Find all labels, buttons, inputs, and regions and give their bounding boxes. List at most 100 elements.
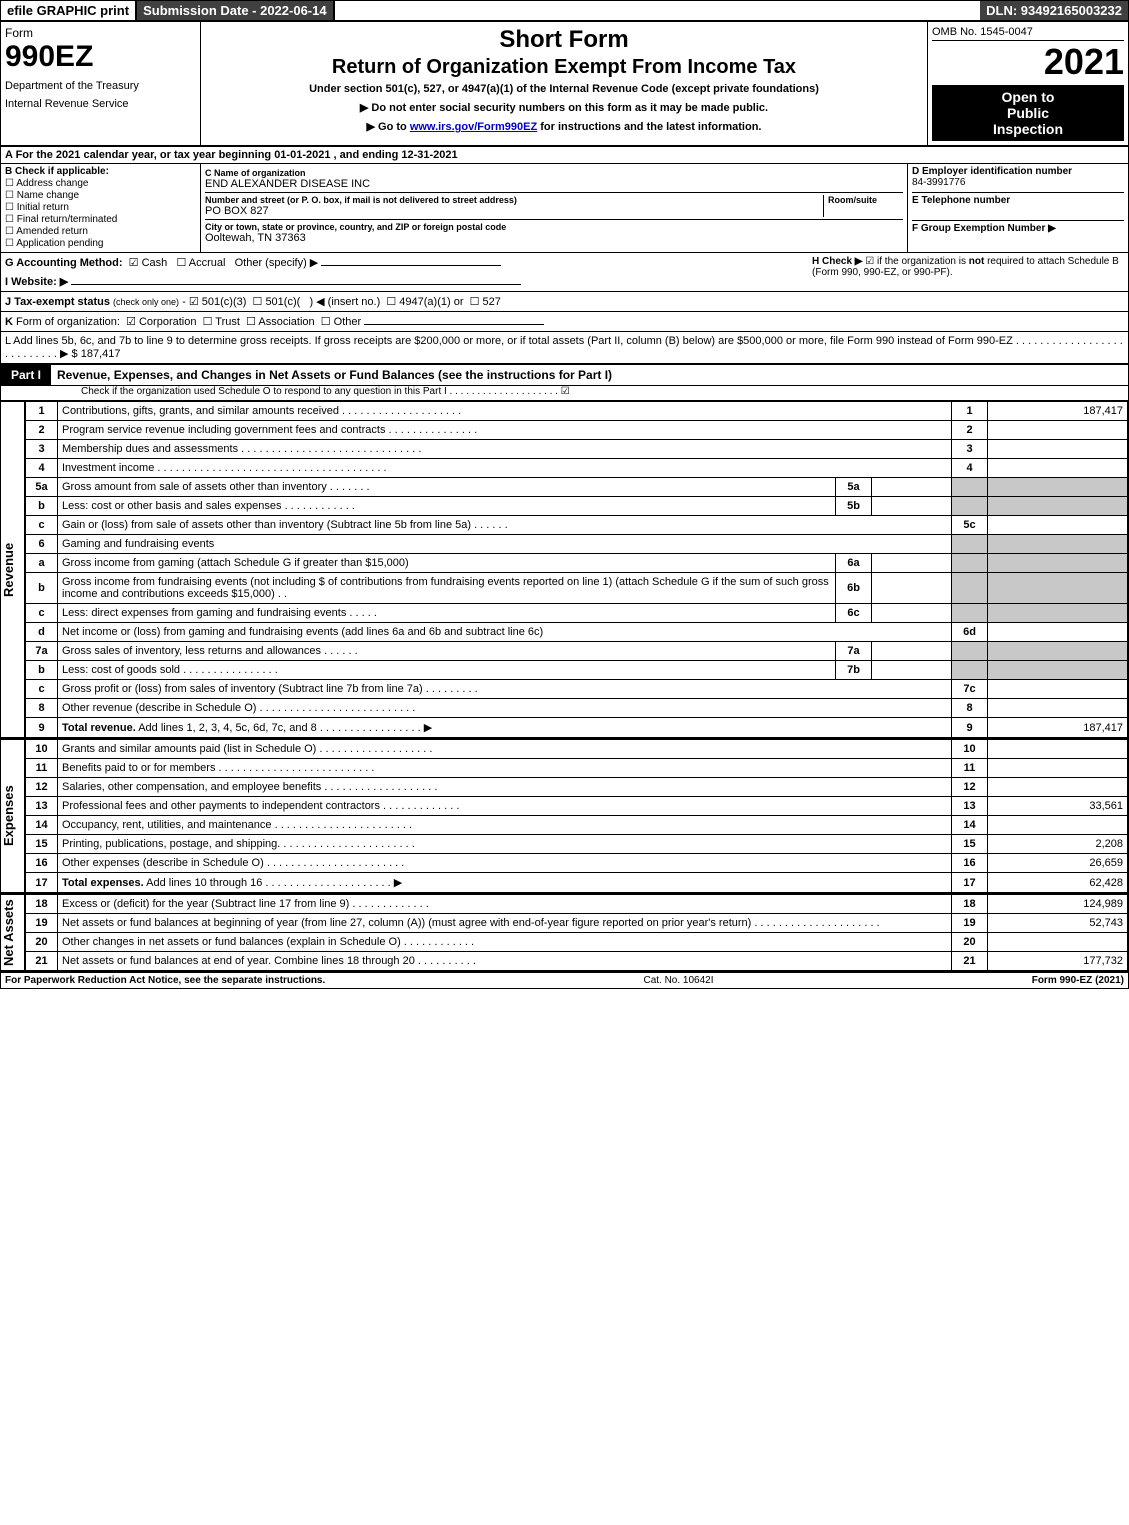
line-description: Other revenue (describe in Schedule O) .…	[58, 699, 952, 718]
check-address-change[interactable]: Address change	[5, 178, 196, 189]
form-990ez-page: efile GRAPHIC print Submission Date - 20…	[0, 0, 1129, 989]
j-501c-check[interactable]	[253, 296, 266, 308]
omb-number: OMB No. 1545-0047	[932, 26, 1124, 41]
netassets-table: 18Excess or (deficit) for the year (Subt…	[25, 894, 1128, 971]
table-row: 1Contributions, gifts, grants, and simil…	[26, 402, 1128, 421]
table-row: cGain or (loss) from sale of assets othe…	[26, 516, 1128, 535]
irs-form-link[interactable]: www.irs.gov/Form990EZ	[410, 121, 537, 133]
irs-link-line: ▶ Go to www.irs.gov/Form990EZ for instru…	[205, 120, 923, 133]
subline-label: 6b	[836, 573, 872, 604]
top-bar: efile GRAPHIC print Submission Date - 20…	[1, 1, 1128, 22]
line-amount	[988, 535, 1128, 554]
h-checkbox[interactable]	[865, 256, 877, 267]
g-accrual: Accrual	[189, 257, 226, 269]
subline-label: 7b	[836, 661, 872, 680]
subline-label: 5b	[836, 497, 872, 516]
right-linenum: 6d	[952, 623, 988, 642]
line-number: 14	[26, 816, 58, 835]
right-linenum: 14	[952, 816, 988, 835]
footer-form-word: Form	[1032, 975, 1060, 986]
d-ein-value: 84-3991776	[912, 177, 1124, 188]
city-label: City or town, state or province, country…	[205, 222, 903, 232]
line-number: 4	[26, 459, 58, 478]
line-amount	[988, 440, 1128, 459]
right-linenum: 11	[952, 759, 988, 778]
j-4947-check[interactable]	[386, 296, 399, 308]
j-501c3-check[interactable]	[189, 296, 202, 308]
subline-label: 6a	[836, 554, 872, 573]
row-l-gross-receipts: L Add lines 5b, 6c, and 7b to line 9 to …	[1, 332, 1128, 364]
b-header: B Check if applicable:	[5, 166, 196, 177]
k-other-check[interactable]	[321, 316, 334, 328]
table-row: bGross income from fundraising events (n…	[26, 573, 1128, 604]
line-amount: 62,428	[988, 873, 1128, 893]
line-amount	[988, 740, 1128, 759]
right-linenum: 19	[952, 914, 988, 933]
line-description: Grants and similar amounts paid (list in…	[58, 740, 952, 759]
table-row: 5aGross amount from sale of assets other…	[26, 478, 1128, 497]
check-name-change[interactable]: Name change	[5, 190, 196, 201]
k-trust-check[interactable]	[203, 316, 216, 328]
check-initial-return[interactable]: Initial return	[5, 202, 196, 213]
j-527-check[interactable]	[470, 296, 483, 308]
right-linenum	[952, 604, 988, 623]
table-row: 16Other expenses (describe in Schedule O…	[26, 854, 1128, 873]
right-linenum: 7c	[952, 680, 988, 699]
check-final-return[interactable]: Final return/terminated	[5, 214, 196, 225]
right-linenum: 2	[952, 421, 988, 440]
subline-value	[872, 573, 952, 604]
line-description: Benefits paid to or for members . . . . …	[58, 759, 952, 778]
efile-print-label[interactable]: efile GRAPHIC print	[1, 1, 137, 20]
netassets-vlabel: Net Assets	[1, 894, 25, 971]
footer-formref: Form 990-EZ (2021)	[1032, 975, 1124, 986]
d-ein-label: D Employer identification number	[912, 166, 1124, 177]
line-amount	[988, 699, 1128, 718]
line-number: 19	[26, 914, 58, 933]
line-description: Net income or (loss) from gaming and fun…	[58, 623, 952, 642]
line-number: b	[26, 661, 58, 680]
line-amount	[988, 759, 1128, 778]
website-input[interactable]	[71, 284, 521, 285]
right-linenum: 10	[952, 740, 988, 759]
line-description: Gross profit or (loss) from sales of inv…	[58, 680, 952, 699]
org-name: END ALEXANDER DISEASE INC	[205, 178, 903, 190]
line-amount	[988, 516, 1128, 535]
form-number: 990EZ	[5, 40, 196, 74]
g-other-input[interactable]	[321, 265, 501, 266]
check-application-pending[interactable]: Application pending	[5, 238, 196, 249]
line-description: Other changes in net assets or fund bala…	[58, 933, 952, 952]
right-linenum	[952, 535, 988, 554]
line-number: 7a	[26, 642, 58, 661]
line-description: Less: cost of goods sold . . . . . . . .…	[58, 661, 836, 680]
c-label: C Name of organization	[205, 168, 903, 178]
table-row: bLess: cost of goods sold . . . . . . . …	[26, 661, 1128, 680]
line-amount	[988, 642, 1128, 661]
k-assoc-check[interactable]	[246, 316, 258, 328]
line-number: 9	[26, 718, 58, 738]
g-label: G Accounting Method:	[5, 257, 123, 269]
right-linenum	[952, 497, 988, 516]
part-i-subtitle: Check if the organization used Schedule …	[1, 386, 1128, 401]
footer-form-year: (2021)	[1095, 975, 1124, 986]
line-description: Gross income from fundraising events (no…	[58, 573, 836, 604]
g-accrual-check[interactable]	[176, 257, 188, 269]
revenue-table: 1Contributions, gifts, grants, and simil…	[25, 401, 1128, 738]
k-corp-check[interactable]	[126, 316, 139, 328]
street-value: PO BOX 827	[205, 205, 823, 217]
table-row: 11Benefits paid to or for members . . . …	[26, 759, 1128, 778]
g-cash-check[interactable]	[129, 257, 142, 269]
expenses-vlabel: Expenses	[1, 739, 25, 893]
subline-label: 6c	[836, 604, 872, 623]
line-description: Investment income . . . . . . . . . . . …	[58, 459, 952, 478]
check-amended-return[interactable]: Amended return	[5, 226, 196, 237]
right-linenum	[952, 478, 988, 497]
k-other-input[interactable]	[364, 324, 544, 325]
table-row: 12Salaries, other compensation, and empl…	[26, 778, 1128, 797]
table-row: dNet income or (loss) from gaming and fu…	[26, 623, 1128, 642]
line-amount	[988, 661, 1128, 680]
right-linenum: 8	[952, 699, 988, 718]
line-amount: 2,208	[988, 835, 1128, 854]
table-row: cLess: direct expenses from gaming and f…	[26, 604, 1128, 623]
i-label: I Website: ▶	[5, 276, 68, 288]
table-row: 8Other revenue (describe in Schedule O) …	[26, 699, 1128, 718]
